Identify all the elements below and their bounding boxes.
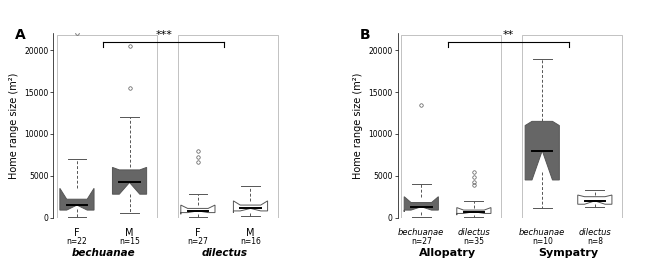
Y-axis label: Home range size (m²): Home range size (m²) (9, 72, 19, 179)
Text: dilectus: dilectus (579, 228, 611, 237)
Polygon shape (60, 188, 94, 210)
Bar (522, 35, 622, 218)
Text: bechuanae: bechuanae (398, 228, 444, 237)
Text: n=27: n=27 (411, 237, 432, 246)
Text: n=22: n=22 (67, 237, 87, 246)
Polygon shape (113, 167, 147, 194)
Bar (402, 35, 501, 218)
Polygon shape (233, 201, 268, 213)
Polygon shape (577, 195, 612, 204)
Text: bechuanae: bechuanae (71, 248, 135, 258)
Text: Allopatry: Allopatry (419, 248, 476, 258)
Text: F: F (74, 228, 80, 238)
Polygon shape (457, 208, 491, 215)
Text: dilectus: dilectus (458, 228, 490, 237)
Text: n=10: n=10 (532, 237, 553, 246)
Text: n=27: n=27 (187, 237, 208, 246)
Polygon shape (180, 205, 215, 214)
Text: ***: *** (155, 30, 172, 40)
Text: B: B (360, 28, 370, 42)
Text: M: M (125, 228, 134, 238)
Bar (57, 35, 157, 218)
Text: n=15: n=15 (119, 237, 140, 246)
Text: M: M (246, 228, 254, 238)
Text: F: F (195, 228, 200, 238)
Text: n=16: n=16 (240, 237, 261, 246)
Y-axis label: Home range size (m²): Home range size (m²) (353, 72, 363, 179)
Text: dilectus: dilectus (201, 248, 247, 258)
Text: A: A (15, 28, 26, 42)
Text: Sympatry: Sympatry (539, 248, 599, 258)
Bar (178, 35, 278, 218)
Text: **: ** (502, 30, 513, 40)
Polygon shape (404, 197, 438, 212)
Polygon shape (525, 121, 559, 180)
Text: n=8: n=8 (587, 237, 603, 246)
Text: bechuanae: bechuanae (519, 228, 565, 237)
Text: n=35: n=35 (464, 237, 484, 246)
